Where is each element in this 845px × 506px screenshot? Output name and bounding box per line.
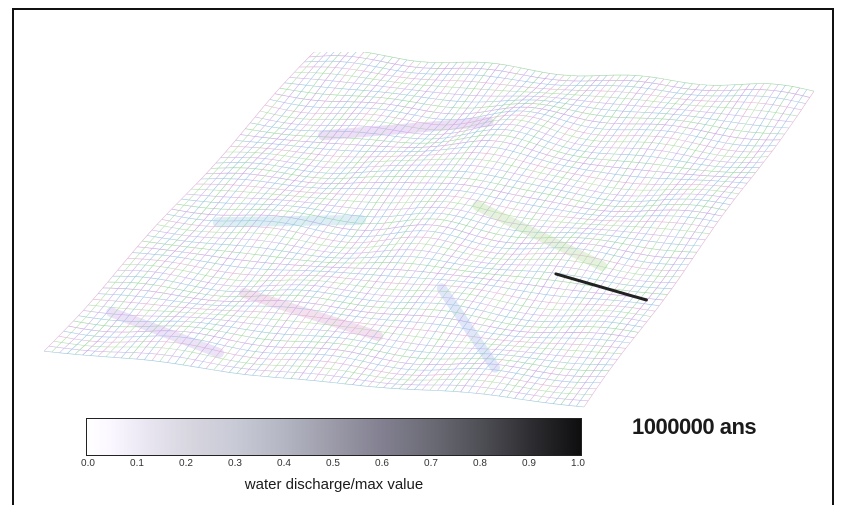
colorbar-tick-label: 0.8 xyxy=(473,458,487,469)
colorbar-tick-label: 0.9 xyxy=(522,458,536,469)
colorbar-gradient xyxy=(86,418,582,456)
colorbar-tick-label: 0.7 xyxy=(424,458,438,469)
timestamp-label: 1000000 ans xyxy=(632,414,757,439)
colorbar-tick-label: 0.4 xyxy=(277,458,291,469)
terrain-wireframe-surface xyxy=(44,52,815,408)
colorbar-tick-label: 0.3 xyxy=(228,458,242,469)
colorbar-tick-label: 0.5 xyxy=(326,458,340,469)
colorbar-tick-label: 0.2 xyxy=(179,458,193,469)
colorbar-tick-label: 0.1 xyxy=(130,458,144,469)
colorbar-tick-label: 1.0 xyxy=(571,458,585,469)
colorbar-ticks: 0.0 0.1 0.2 0.3 0.4 0.5 0.6 0.7 0.8 0.9 1.0 xyxy=(81,458,585,472)
figure-frame xyxy=(12,8,834,505)
colorbar-tick-label: 0.6 xyxy=(375,458,389,469)
colorbar xyxy=(86,418,582,458)
colorbar-tick-label: 0.0 xyxy=(81,458,95,469)
colorbar-label: water discharge/max value xyxy=(244,476,424,493)
